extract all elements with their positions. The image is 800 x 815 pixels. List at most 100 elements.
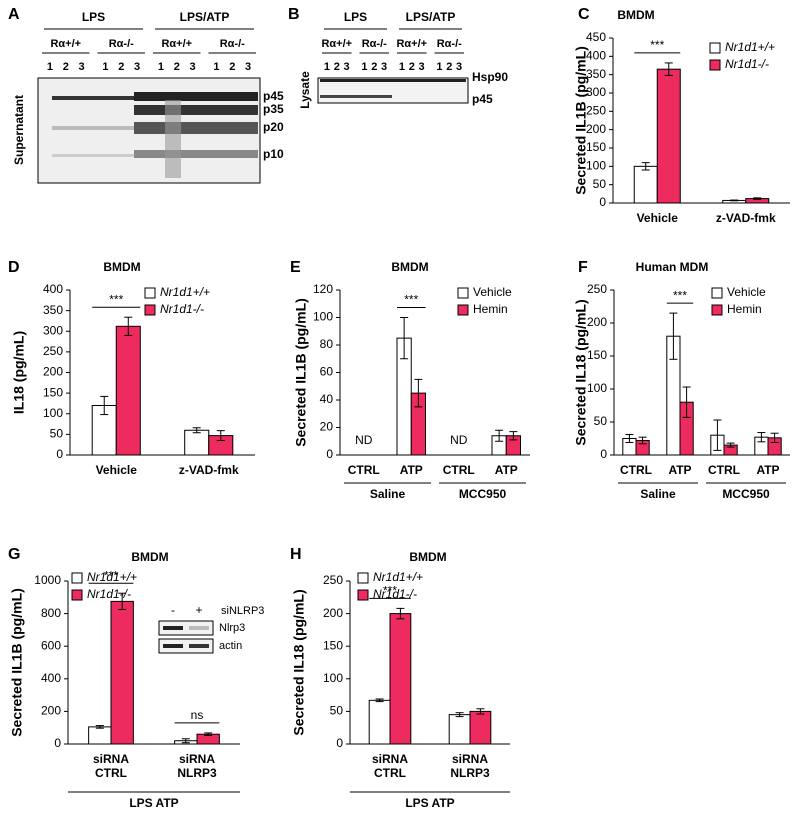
blot-band [134, 92, 258, 101]
legend-label: Nr1d1-/- [373, 587, 417, 601]
y-tick-label: 100 [323, 671, 343, 685]
inset-lane: - [171, 603, 175, 617]
y-tick-label: 300 [586, 85, 606, 99]
legend-label: Vehicle [727, 285, 766, 299]
legend-swatch [709, 42, 721, 54]
blot-band [320, 79, 466, 82]
genotype-label: Rα-/- [109, 38, 134, 50]
y-axis-label: Secreted IL1B (pg/mL) [573, 46, 589, 195]
x-tick-label: ATP [400, 463, 423, 477]
y-tick-label: 350 [43, 303, 63, 317]
lane-number: 1 [213, 61, 219, 73]
panel-letter: G [8, 546, 20, 563]
lane-number: 1 [47, 61, 53, 73]
inset-band [163, 644, 183, 648]
lane-number: 2 [446, 61, 452, 73]
lane-number: 1 [436, 61, 442, 73]
inset-blot [158, 638, 214, 654]
x-tick-label: siRNA [372, 752, 408, 766]
x-tick-label: Vehicle [637, 211, 679, 225]
x-tick-label: z-VAD-fmk [179, 463, 239, 477]
x-tick-label: NLRP3 [450, 766, 490, 780]
blot-frame [317, 77, 469, 104]
significance-label: *** [404, 293, 418, 307]
nd-label: ND [355, 433, 373, 447]
y-tick-label: 400 [43, 282, 63, 296]
side-label: Lysate [298, 71, 312, 109]
legend-label: Hemin [727, 302, 762, 316]
y-tick-label: 250 [587, 282, 607, 296]
band-label: Hsp90 [472, 70, 508, 84]
y-tick-label: 0 [326, 447, 333, 461]
chart-title: BMDM [409, 550, 446, 564]
y-tick-label: 350 [586, 67, 606, 81]
y-tick-label: 1000 [34, 573, 61, 587]
inset-band-label: actin [219, 640, 242, 652]
y-tick-label: 0 [600, 447, 607, 461]
y-tick-label: 250 [323, 573, 343, 587]
lane-number: 3 [344, 61, 350, 73]
y-tick-label: 150 [586, 140, 606, 154]
legend-swatch [71, 572, 83, 584]
nd-label: ND [450, 433, 468, 447]
legend-swatch [457, 304, 469, 316]
group-label: LPS [82, 10, 105, 24]
band-label: p45 [472, 92, 493, 106]
footer-label: LPS ATP [129, 796, 178, 810]
legend-label: Nr1d1-/- [87, 587, 131, 601]
bar [184, 429, 210, 456]
lane-number: 1 [399, 61, 405, 73]
x-tick-label: siRNA [452, 752, 488, 766]
bar [110, 600, 134, 745]
y-tick-label: 200 [43, 365, 63, 379]
blot-band [134, 105, 258, 115]
legend-label: Nr1d1-/- [160, 302, 204, 316]
panel-letter: E [290, 259, 301, 276]
band-label: p45 [263, 89, 284, 103]
y-tick-label: 200 [41, 704, 61, 718]
y-tick-label: 800 [41, 606, 61, 620]
legend-label: Nr1d1+/+ [160, 285, 210, 299]
genotype-label: Rα+/+ [161, 38, 192, 50]
lane-number: 2 [409, 61, 415, 73]
significance-label: *** [673, 288, 687, 302]
legend-label: Nr1d1+/+ [87, 570, 137, 584]
inset-band [189, 644, 209, 648]
y-tick-label: 400 [41, 671, 61, 685]
group-label: LPS [344, 10, 367, 24]
bar [115, 325, 141, 456]
legend-swatch [144, 287, 156, 299]
x-tick-label: NLRP3 [177, 766, 217, 780]
lane-number: 2 [334, 61, 340, 73]
panel-letter: C [578, 6, 590, 23]
y-tick-label: 200 [587, 315, 607, 329]
panel-letter: D [8, 259, 20, 276]
y-tick-label: 200 [586, 122, 606, 136]
y-tick-label: 80 [320, 337, 334, 351]
genotype-label: Rα-/- [437, 38, 462, 50]
y-tick-label: 200 [323, 606, 343, 620]
y-tick-label: 400 [586, 49, 606, 63]
y-tick-label: 300 [43, 323, 63, 337]
legend-label: Nr1d1-/- [725, 57, 769, 71]
band-label: p35 [263, 102, 284, 116]
inset-band-label: Nlrp3 [219, 622, 245, 634]
x-tick-label: siRNA [93, 752, 129, 766]
blot-smear [165, 100, 181, 178]
blot-band [320, 95, 392, 98]
genotype-label: Rα+/+ [50, 38, 81, 50]
legend-label: Nr1d1+/+ [725, 40, 775, 54]
legend-label: Hemin [473, 302, 508, 316]
inset-treatment: siNLRP3 [221, 605, 264, 617]
chart-title: BMDM [131, 550, 168, 564]
chart-title: Human MDM [636, 260, 709, 274]
chart-title: BMDM [391, 260, 428, 274]
y-tick-label: 150 [43, 385, 63, 399]
legend-swatch [357, 572, 369, 584]
y-tick-label: 0 [56, 447, 63, 461]
panel-letter: H [290, 546, 302, 563]
lane-number: 1 [102, 61, 108, 73]
blot-band [52, 154, 134, 157]
y-tick-label: 150 [323, 638, 343, 652]
legend-swatch [709, 59, 721, 71]
